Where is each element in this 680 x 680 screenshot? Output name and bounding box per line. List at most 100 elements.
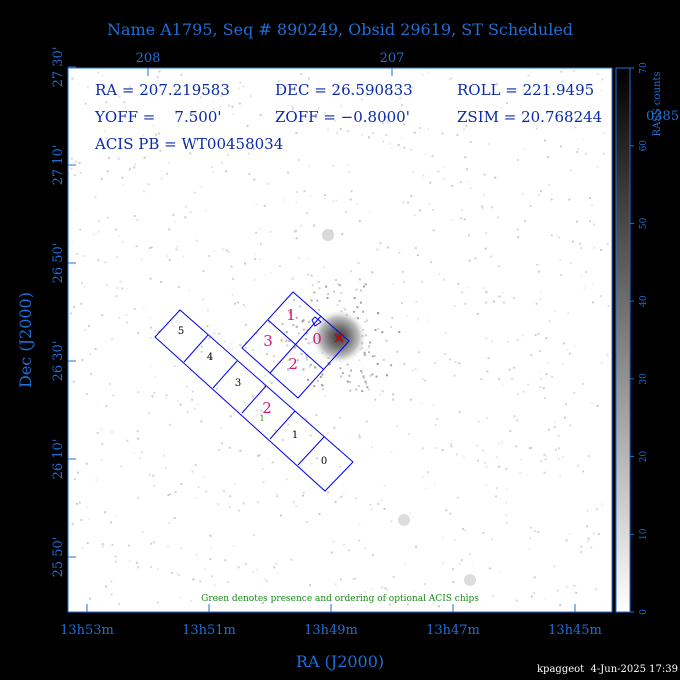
halo-speck — [346, 363, 349, 366]
noise-speck — [453, 304, 456, 307]
halo-speck — [341, 372, 344, 375]
noise-speck — [436, 418, 439, 421]
noise-speck — [508, 368, 511, 371]
noise-speck — [185, 385, 188, 388]
halo-speck — [377, 312, 380, 315]
noise-speck — [560, 274, 563, 277]
noise-speck — [573, 345, 576, 348]
noise-speck — [481, 207, 484, 210]
halo-speck — [326, 297, 329, 300]
noise-speck — [464, 302, 467, 305]
noise-speck — [583, 287, 586, 290]
halo-speck — [366, 319, 369, 322]
noise-speck — [197, 485, 200, 488]
noise-speck — [461, 527, 464, 530]
noise-speck — [205, 490, 208, 493]
noise-speck — [295, 131, 298, 134]
noise-speck — [295, 190, 298, 193]
noise-speck — [105, 405, 108, 408]
noise-speck — [255, 231, 258, 234]
acis-i-chip-0: 0 — [312, 330, 322, 348]
noise-speck — [100, 177, 103, 180]
noise-speck — [513, 297, 516, 300]
noise-speck — [421, 377, 424, 380]
noise-speck — [575, 591, 578, 594]
noise-speck — [357, 261, 360, 264]
noise-speck — [336, 85, 339, 88]
halo-speck — [305, 358, 308, 361]
noise-speck — [459, 181, 462, 184]
noise-speck — [379, 393, 382, 396]
noise-speck — [311, 387, 314, 390]
noise-speck — [175, 89, 178, 92]
noise-speck — [251, 395, 254, 398]
noise-speck — [452, 568, 455, 571]
halo-speck — [297, 332, 300, 335]
noise-speck — [275, 493, 278, 496]
noise-speck — [545, 337, 548, 340]
noise-speck — [519, 471, 522, 474]
noise-speck — [259, 113, 262, 116]
noise-speck — [165, 394, 168, 397]
noise-speck — [441, 132, 444, 135]
noise-speck — [381, 390, 384, 393]
noise-speck — [276, 495, 279, 498]
noise-speck — [343, 491, 346, 494]
noise-speck — [94, 348, 97, 351]
noise-speck — [317, 106, 320, 109]
noise-speck — [160, 90, 163, 93]
noise-speck — [89, 352, 92, 355]
noise-speck — [155, 133, 158, 136]
noise-speck — [463, 218, 466, 221]
noise-speck — [536, 263, 539, 266]
halo-speck — [359, 301, 362, 304]
noise-speck — [193, 191, 196, 194]
noise-speck — [269, 230, 272, 233]
noise-speck — [220, 95, 223, 98]
noise-speck — [392, 398, 395, 401]
noise-speck — [371, 271, 374, 274]
noise-speck — [221, 161, 224, 164]
noise-speck — [227, 104, 230, 107]
noise-speck — [590, 402, 593, 405]
noise-speck — [529, 71, 532, 74]
halo-speck — [346, 380, 349, 383]
acis-s-chip-4: 4 — [207, 352, 213, 363]
noise-speck — [383, 484, 386, 487]
noise-speck — [287, 359, 290, 362]
noise-speck — [153, 484, 156, 487]
halo-speck — [300, 352, 303, 355]
noise-speck — [223, 490, 226, 493]
noise-speck — [569, 424, 572, 427]
noise-speck — [592, 532, 595, 535]
noise-speck — [114, 228, 117, 231]
noise-speck — [485, 337, 488, 340]
halo-speck — [296, 359, 299, 362]
noise-speck — [159, 149, 162, 152]
noise-speck — [557, 457, 560, 460]
noise-speck — [500, 106, 503, 109]
noise-speck — [76, 253, 79, 256]
noise-speck — [109, 120, 112, 123]
noise-speck — [442, 562, 445, 565]
noise-speck — [199, 96, 202, 99]
noise-speck — [476, 444, 479, 447]
noise-speck — [413, 131, 416, 134]
noise-speck — [341, 495, 344, 498]
noise-speck — [553, 426, 556, 429]
noise-speck — [460, 217, 463, 220]
noise-speck — [495, 83, 498, 86]
noise-speck — [584, 152, 587, 155]
noise-speck — [576, 220, 579, 223]
noise-speck — [368, 136, 371, 139]
noise-speck — [384, 587, 387, 590]
noise-speck — [249, 95, 252, 98]
halo-speck — [305, 354, 308, 357]
noise-speck — [215, 598, 218, 601]
pointing-marker-icon — [311, 316, 322, 327]
halo-speck — [285, 339, 288, 342]
noise-speck — [450, 218, 453, 221]
halo-speck — [357, 385, 360, 388]
noise-speck — [178, 574, 181, 577]
noise-speck — [352, 578, 355, 581]
